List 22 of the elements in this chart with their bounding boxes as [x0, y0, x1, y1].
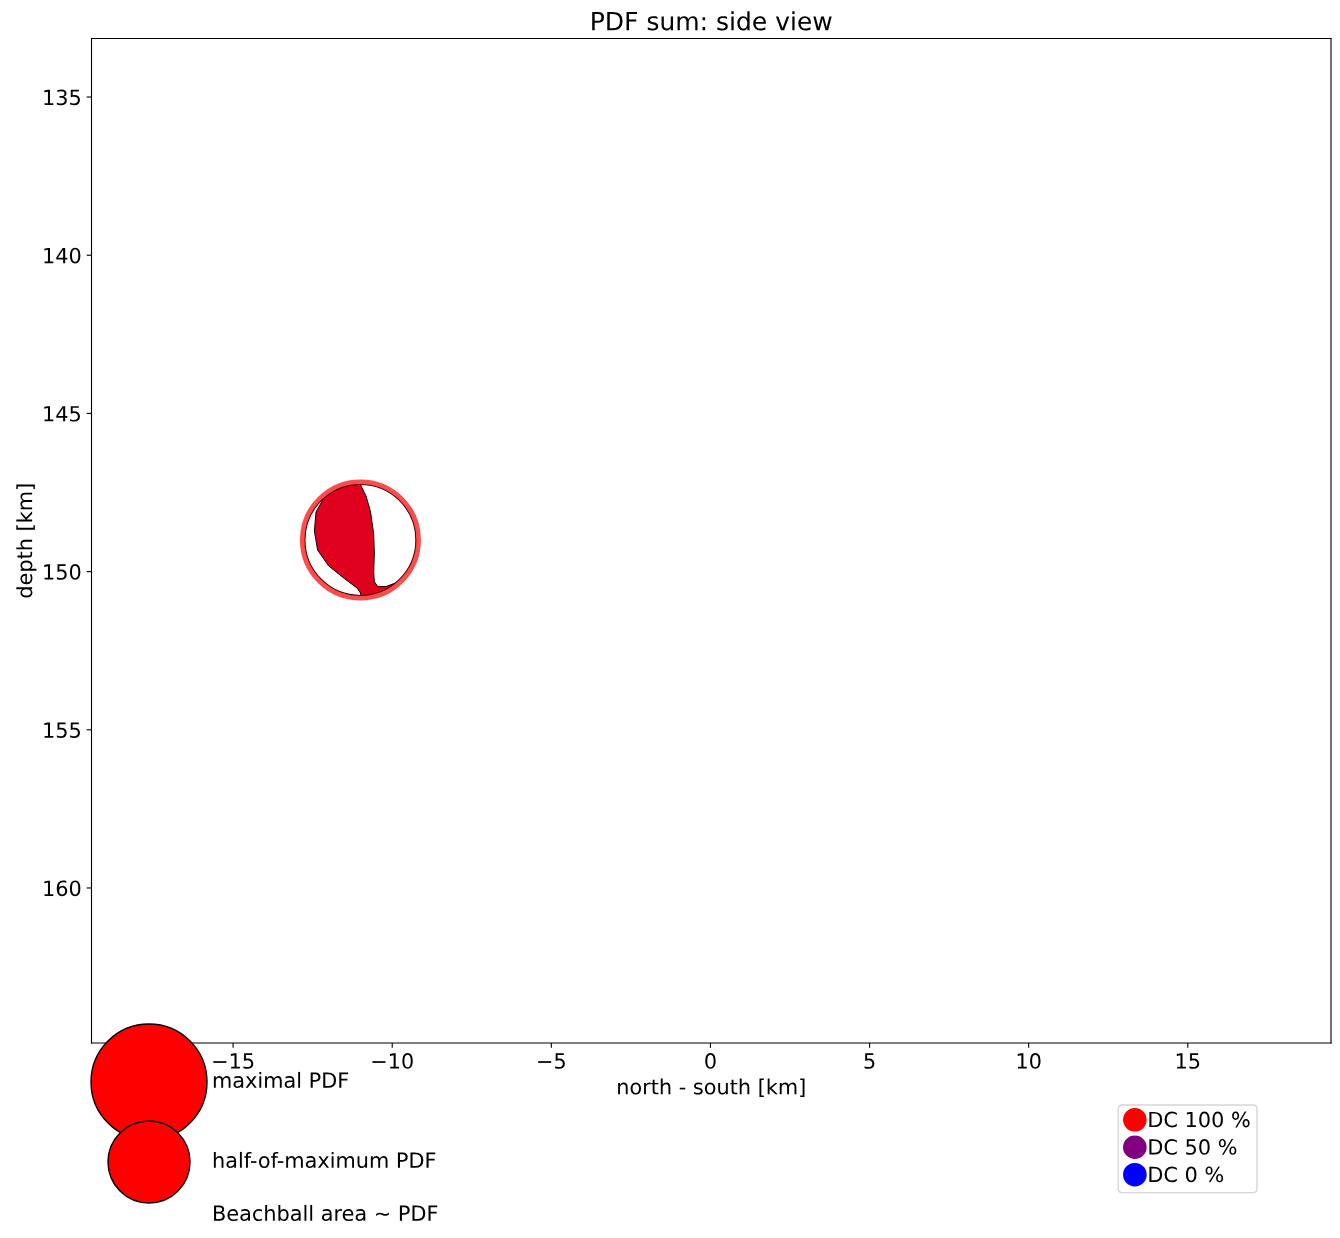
x-tick-label: −15 [213, 1053, 254, 1069]
chart-title: PDF sum: side view [592, 11, 832, 31]
x-tick-label: −10 [372, 1053, 413, 1069]
y-tick-label: 140 [44, 247, 81, 264]
legend-label: DC 100 % [1149, 1111, 1250, 1128]
x-tick-label: 10 [1017, 1053, 1041, 1069]
x-tick-label: 0 [705, 1053, 716, 1069]
text: Beachball area ~ PDF [214, 1204, 438, 1222]
y-axis-title: depth [km] [16, 484, 37, 598]
y-tick-label: 155 [44, 722, 80, 738]
y-tick-label: 135 [44, 89, 80, 106]
legend-label: DC 0 % [1149, 1166, 1224, 1183]
y-tick-label: 150 [44, 564, 81, 580]
legend-label: half-of-maximum PDF [213, 1151, 436, 1169]
legend-label: maximal PDF [213, 1071, 349, 1089]
y-tick-label: 145 [44, 406, 80, 422]
x-tick-label: −5 [538, 1053, 565, 1069]
legend-label: DC 50 % [1149, 1139, 1237, 1155]
x-axis-title: north - south [km] [618, 1078, 805, 1098]
x-tick-label: 5 [864, 1053, 875, 1069]
x-tick-label: 15 [1176, 1053, 1200, 1069]
y-tick-label: 160 [44, 880, 81, 897]
